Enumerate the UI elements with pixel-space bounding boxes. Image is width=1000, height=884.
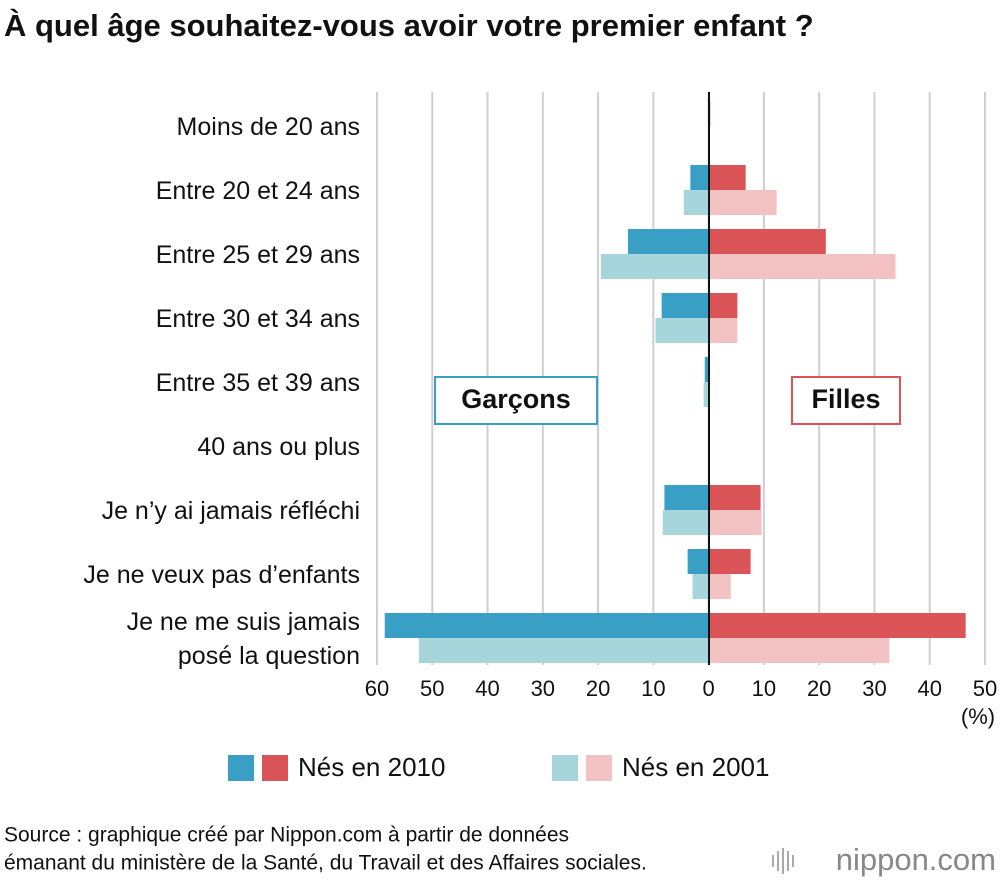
category-label: Je ne me suis jamais posé la question [126,608,360,670]
girls-bar [708,638,890,663]
x-unit: (%) [961,704,995,729]
girls-bar [708,229,826,254]
category-label: Entre 20 et 24 ans [155,177,360,205]
x-tick-label: 10 [752,676,776,701]
girls-label: Filles [811,384,880,414]
source: émanant du ministère de la Santé, du Tra… [4,852,647,875]
category-label: Entre 35 et 39 ans [155,369,360,397]
category-label: Je ne veux pas d’enfants [83,561,360,589]
legend-swatch [228,755,254,781]
x-tick-label: 10 [641,676,665,701]
boys-bar [655,318,709,343]
legend-swatch [586,755,612,781]
girls-box [791,376,901,425]
girls-bar [708,549,751,574]
x-tick-label: 50 [973,676,997,701]
x-tick-label: 40 [475,676,499,701]
girls-bar [708,190,777,215]
legend-swatch [262,755,288,781]
boys-bar [690,165,709,190]
boys-bar [692,574,709,599]
category-label: Moins de 20 ans [176,113,360,141]
boys-bar [419,638,709,663]
legend-label: Nés en 2001 [622,752,769,782]
boys-bar [384,613,709,638]
boys-bar [662,510,709,535]
logo-mark [772,848,794,874]
x-tick-label: 40 [917,676,941,701]
boys-bar [704,357,709,382]
category-label: Entre 30 et 34 ans [155,305,360,333]
category-label: Je n’y ai jamais réfléchi [101,497,360,525]
girls-bar [708,574,731,599]
chart-title: À quel âge souhaitez-vous avoir votre pr… [4,8,814,43]
source: Source : graphique créé par Nippon.com à… [4,824,569,847]
legend-label: Nés en 2010 [298,752,445,782]
x-tick-label: 30 [531,676,555,701]
legend-swatch [552,755,578,781]
girls-bar [708,254,896,279]
boys-bar [661,293,709,318]
boys-bar [600,254,709,279]
category-label: Entre 25 et 29 ans [155,241,360,269]
boys-bar [627,229,709,254]
boys-box [434,376,598,425]
x-tick-label: 60 [365,676,389,701]
girls-bar [708,510,762,535]
boys-bar [687,549,709,574]
boys-bar [664,485,709,510]
x-tick-label: 30 [862,676,886,701]
boys-bar [683,190,709,215]
girls-bar [708,318,738,343]
girls-bar [708,485,761,510]
x-tick-label: 20 [586,676,610,701]
logo: nippon.com [836,842,996,877]
boys-label: Garçons [461,384,571,414]
girls-bar [708,293,738,318]
girls-bar [708,613,966,638]
girls-bar [708,165,746,190]
x-tick-label: 50 [420,676,444,701]
category-label: 40 ans ou plus [197,433,360,461]
x-tick-label: 20 [807,676,831,701]
x-tick-label: 0 [703,676,715,701]
boys-bar [703,382,709,407]
